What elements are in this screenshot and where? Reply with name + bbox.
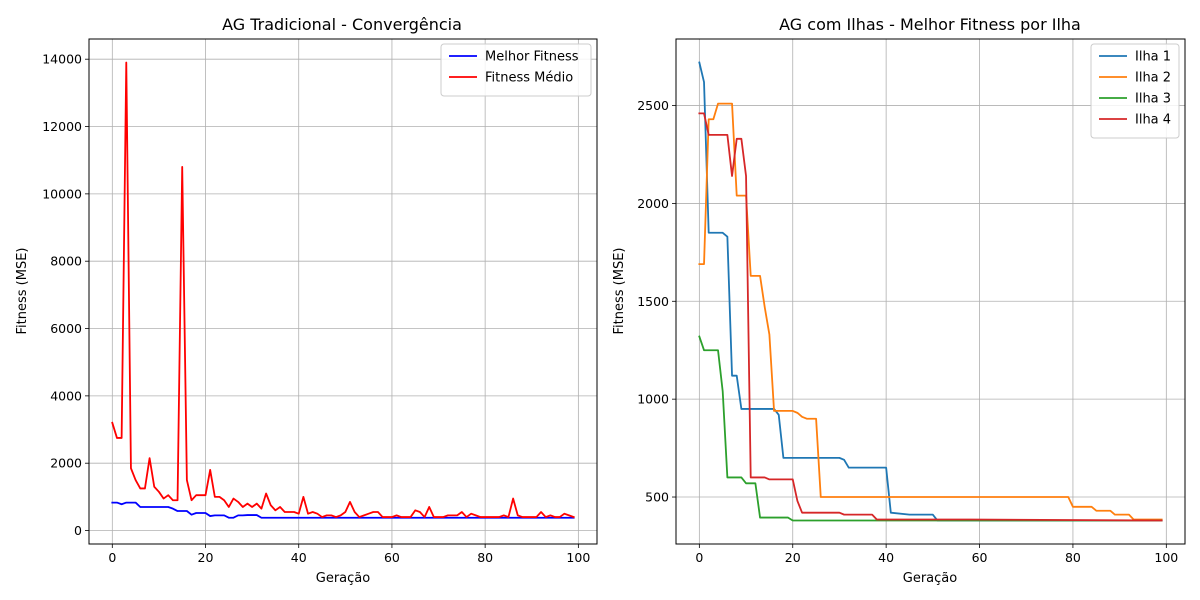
y-axis-label: Fitness (MSE) — [15, 248, 30, 335]
y-tick-label: 1000 — [637, 392, 669, 407]
x-tick-label: 0 — [695, 550, 703, 565]
y-tick-label: 2500 — [637, 98, 669, 113]
y-tick-label: 1500 — [637, 294, 669, 309]
x-axis-label: Geração — [903, 571, 957, 586]
x-tick-label: 60 — [972, 550, 988, 565]
x-tick-label: 20 — [785, 550, 801, 565]
legend-label: Melhor Fitness — [485, 50, 579, 65]
y-tick-label: 8000 — [50, 254, 82, 269]
legend-label: Ilha 2 — [1135, 71, 1171, 86]
x-tick-label: 40 — [878, 550, 894, 565]
legend: Melhor Fitness Fitness Médio — [440, 43, 592, 97]
x-tick-label: 80 — [1065, 550, 1081, 565]
series-line-ilha-1 — [698, 61, 1163, 522]
y-tick-label: 14000 — [42, 52, 82, 67]
x-tick-label: 60 — [384, 550, 400, 565]
y-tick-label: 10000 — [42, 186, 82, 201]
legend-label: Fitness Médio — [485, 71, 573, 86]
x-tick-label: 80 — [477, 550, 493, 565]
legend-label: Ilha 3 — [1135, 92, 1171, 107]
series-line-ilha-4 — [698, 112, 1163, 522]
grid — [89, 39, 597, 544]
series-line-ilha-2 — [698, 102, 1163, 521]
y-tick-label: 6000 — [50, 321, 82, 336]
y-tick-label: 500 — [645, 490, 669, 505]
chart-ag-ilhas: AG com Ilhas - Melhor Fitness por Ilha 0… — [612, 15, 1186, 586]
y-tick-label: 12000 — [42, 119, 82, 134]
series-group — [698, 61, 1163, 522]
chart-title: AG Tradicional - Convergência — [222, 15, 462, 34]
series-group — [111, 61, 575, 519]
y-tick-label: 4000 — [50, 388, 82, 403]
legend-label: Ilha 1 — [1135, 50, 1171, 65]
legend-box — [440, 43, 592, 97]
x-axis-label: Geração — [316, 571, 370, 586]
y-tick-label: 2000 — [637, 196, 669, 211]
x-tick-label: 20 — [198, 550, 214, 565]
legend: Ilha 1 Ilha 2 Ilha 3 Ilha 4 — [1090, 43, 1180, 139]
x-tick-label: 0 — [108, 550, 116, 565]
plot-frame — [675, 38, 1186, 545]
chart-ag-tradicional: AG Tradicional - Convergência 0 20 40 60 80 1… — [15, 15, 598, 586]
series-line-fitness-m-dio — [111, 61, 575, 519]
x-tick-label: 40 — [291, 550, 307, 565]
grid — [676, 39, 1185, 544]
series-line-ilha-3 — [698, 335, 1163, 522]
legend-label: Ilha 4 — [1135, 113, 1171, 128]
ticks: 0 20 40 60 80 100 500 1000 1500 2000 2500 — [637, 98, 1178, 565]
y-axis-label: Fitness (MSE) — [612, 248, 627, 335]
ticks: 0 20 40 60 80 100 0 2000 4000 6000 8000 10000 12000 1… — [42, 52, 590, 565]
legend-box — [1090, 43, 1180, 139]
plot-frame — [88, 38, 598, 545]
x-tick-label: 100 — [1154, 550, 1178, 565]
y-tick-label: 2000 — [50, 456, 82, 471]
x-tick-label: 100 — [566, 550, 590, 565]
y-tick-label: 0 — [74, 523, 82, 538]
chart-title: AG com Ilhas - Melhor Fitness por Ilha — [779, 15, 1081, 34]
